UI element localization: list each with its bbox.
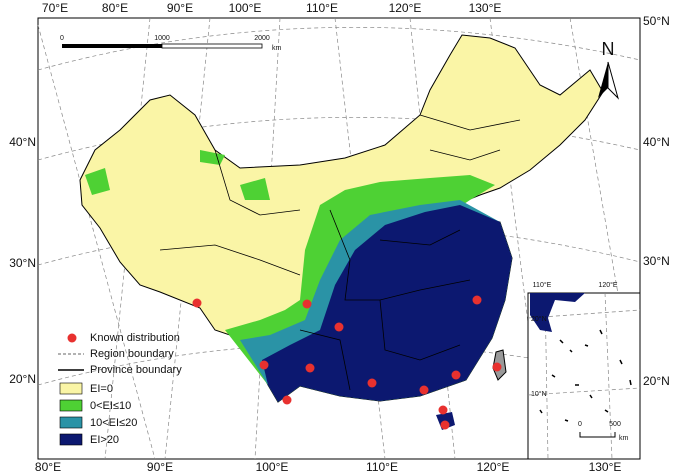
- inset-scale-unit: km: [619, 435, 629, 442]
- north-arrow: N: [598, 39, 619, 100]
- left-lat-label: 40°N: [9, 135, 36, 149]
- axis-labels: 70°E 80°E 90°E 100°E 110°E 120°E 130°E 80°E 90°E…: [9, 1, 670, 474]
- inset: 110°E 120°E 20°N 10°N 0 500 km: [527, 281, 641, 460]
- legend-swatch: [59, 416, 83, 429]
- legend-swatch: [59, 399, 83, 412]
- left-lat-label: 20°N: [9, 372, 36, 386]
- top-lon-label: 100°E: [229, 1, 262, 15]
- bottom-lon-label: 130°E: [589, 460, 622, 474]
- distribution-point: [419, 385, 429, 395]
- legend-label: 0<EI≤10: [90, 400, 131, 412]
- inset-lat-label: 20°N: [531, 315, 547, 323]
- inset-scale-label: 500: [609, 421, 621, 428]
- top-lon-label: 120°E: [389, 1, 422, 15]
- north-label: N: [602, 39, 615, 59]
- legend-dot: [67, 333, 77, 343]
- region-ei10: [85, 150, 270, 200]
- scale-label: 1000: [154, 35, 170, 42]
- inset-lon-label: 120°E: [598, 281, 617, 289]
- legend-label: Province boundary: [90, 364, 182, 376]
- inset-lon-label: 110°E: [533, 281, 552, 289]
- legend-label: EI>20: [90, 434, 119, 446]
- distribution-point: [492, 362, 502, 372]
- distribution-point: [451, 370, 461, 380]
- distribution-point: [305, 363, 315, 373]
- right-lat-label: 30°N: [643, 254, 670, 268]
- region-ei-high: [262, 205, 512, 402]
- inset-scale-label: 0: [578, 421, 582, 428]
- left-lat-label: 30°N: [9, 256, 36, 270]
- bottom-lon-label: 110°E: [366, 460, 398, 474]
- distribution-point: [282, 395, 292, 405]
- distribution-point: [367, 378, 377, 388]
- bottom-lon-label: 100°E: [256, 460, 289, 474]
- top-lon-label: 80°E: [102, 1, 128, 15]
- right-lat-label: 20°N: [643, 374, 670, 388]
- distribution-point: [438, 405, 448, 415]
- right-lat-label: 40°N: [643, 135, 670, 149]
- legend-swatch: [59, 433, 83, 446]
- bottom-lon-label: 120°E: [477, 460, 510, 474]
- distribution-point: [192, 298, 202, 308]
- top-lon-label: 110°E: [306, 1, 338, 15]
- legend-label: Known distribution: [90, 332, 180, 344]
- distribution-point: [259, 360, 269, 370]
- inset-mainland: [530, 293, 585, 332]
- legend-swatch: [59, 382, 83, 395]
- province-boundaries: [159, 114, 521, 391]
- legend-label: Region boundary: [90, 348, 174, 360]
- distribution-point: [472, 295, 482, 305]
- scale-label: 2000: [254, 35, 270, 42]
- distribution-point: [302, 299, 312, 309]
- china-map: [79, 34, 604, 430]
- scale-unit: km: [272, 45, 282, 52]
- top-lon-label: 70°E: [42, 1, 68, 15]
- scale-bar: 0 1000 2000 km: [60, 35, 281, 52]
- scale-label: 0: [60, 35, 64, 42]
- top-lon-label: 90°E: [167, 1, 193, 15]
- distribution-point: [440, 420, 450, 430]
- bottom-lon-label: 80°E: [35, 460, 61, 474]
- legend: Known distribution Region boundary Provinc…: [58, 332, 182, 446]
- top-lon-label: 130°E: [469, 1, 502, 15]
- bottom-lon-label: 90°E: [147, 460, 173, 474]
- right-lat-label: 50°N: [643, 14, 670, 28]
- legend-label: EI=0: [90, 383, 113, 395]
- legend-label: 10<EI≤20: [90, 417, 137, 429]
- distribution-point: [334, 322, 344, 332]
- inset-lat-label: 10°N: [531, 390, 547, 398]
